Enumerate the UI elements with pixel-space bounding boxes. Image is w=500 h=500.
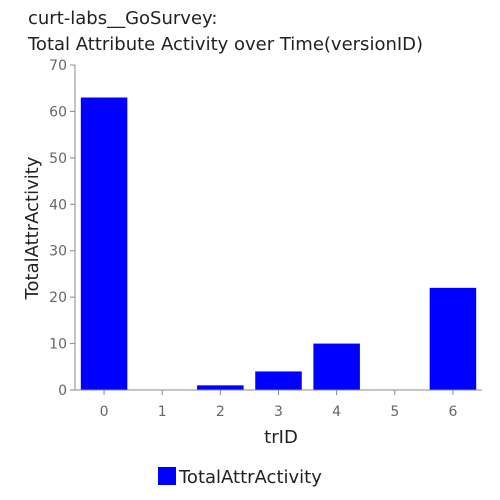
- x-tick-label: 3: [274, 404, 283, 420]
- y-tick-label: 10: [49, 337, 67, 353]
- chart-title-line-2: Total Attribute Activity over Time(versi…: [27, 34, 423, 55]
- x-tick-label: 2: [216, 404, 225, 420]
- x-tick-label: 6: [448, 404, 457, 420]
- legend-label: TotalAttrActivity: [178, 467, 322, 488]
- x-tick-label: 0: [100, 404, 109, 420]
- bar: [197, 385, 244, 390]
- y-tick-label: 60: [49, 104, 67, 120]
- chart-title-line-1: curt-labs__GoSurvey:: [28, 8, 217, 29]
- legend-swatch: [158, 467, 176, 485]
- bar: [255, 371, 302, 390]
- x-tick-label: 5: [390, 404, 399, 420]
- bar: [80, 97, 128, 390]
- y-axis-label: TotalAttrActivity: [22, 156, 43, 300]
- plot-area: [80, 97, 477, 390]
- y-tick-label: 30: [49, 244, 67, 260]
- y-axis: 0 10 20 30 40 50 60 70: [49, 58, 76, 399]
- bar: [313, 343, 360, 390]
- x-tick-label: 4: [332, 404, 341, 420]
- y-tick-label: 50: [49, 151, 67, 167]
- bar: [429, 287, 477, 390]
- chart-title: curt-labs__GoSurvey: Total Attribute Act…: [27, 8, 423, 55]
- y-tick-label: 20: [49, 290, 67, 306]
- x-tick-label: 1: [158, 404, 167, 420]
- y-tick-label: 0: [58, 383, 67, 399]
- x-axis: 0 1 2 3 4 5 6: [75, 389, 482, 420]
- y-tick-label: 40: [49, 197, 67, 213]
- legend: TotalAttrActivity: [158, 467, 322, 488]
- y-tick-label: 70: [49, 58, 67, 74]
- x-axis-label: trID: [264, 427, 298, 448]
